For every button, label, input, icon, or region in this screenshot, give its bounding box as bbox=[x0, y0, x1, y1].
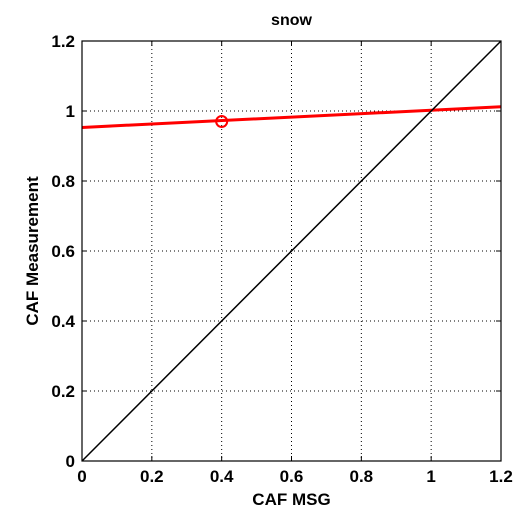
y-tick-label: 0.2 bbox=[51, 382, 75, 401]
y-tick-label: 1 bbox=[66, 102, 75, 121]
data-point bbox=[215, 115, 229, 128]
x-tick-label: 0.2 bbox=[140, 467, 164, 486]
x-axis-label: CAF MSG bbox=[252, 490, 330, 509]
identity-line bbox=[81, 40, 502, 462]
y-tick-label: 0.8 bbox=[51, 172, 75, 191]
x-tick-label: 1.2 bbox=[489, 467, 513, 486]
y-tick-label: 0.4 bbox=[51, 312, 75, 331]
chart-title: snow bbox=[271, 12, 312, 29]
series-layer bbox=[81, 40, 502, 462]
y-tick-label: 0 bbox=[66, 452, 75, 471]
x-tick-label: 0 bbox=[77, 467, 86, 486]
x-tick-label: 0.4 bbox=[210, 467, 234, 486]
x-tick-label: 0.6 bbox=[280, 467, 304, 486]
y-tick-label: 1.2 bbox=[51, 32, 75, 51]
axis-ticks: 0 0.2 0.4 0.6 0.8 1 1.2 0 0.2 0.4 0.6 0.8 1 1.2 bbox=[51, 32, 512, 486]
x-tick-label: 1 bbox=[426, 467, 435, 486]
y-tick-label: 0.6 bbox=[51, 242, 75, 261]
x-tick-label: 0.8 bbox=[350, 467, 374, 486]
y-axis-label: CAF Measurement bbox=[23, 176, 42, 326]
